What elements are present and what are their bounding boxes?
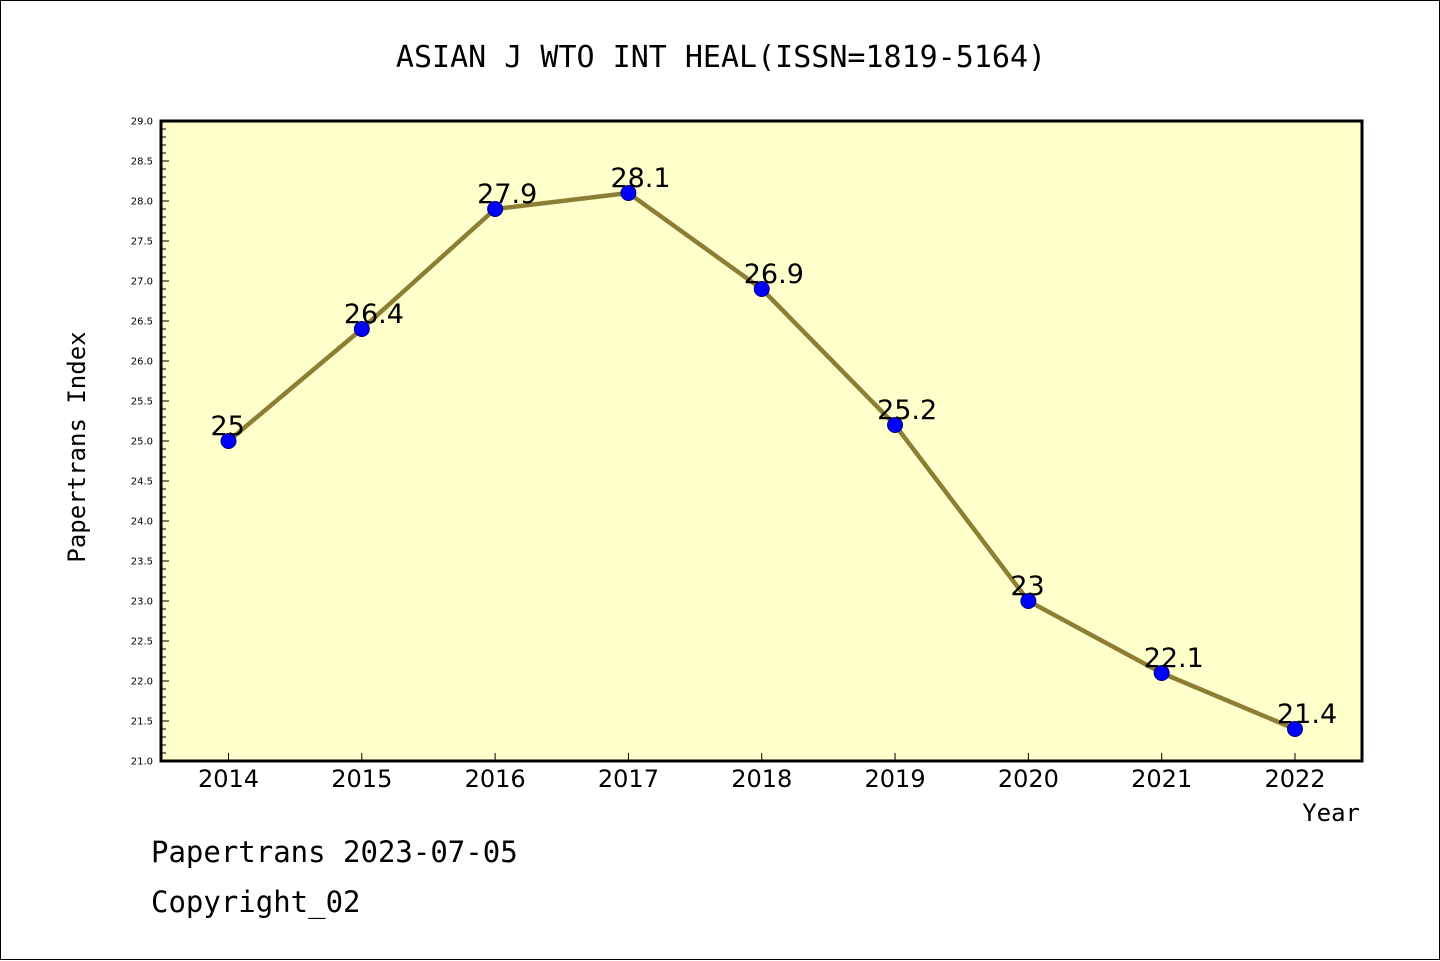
y-tick-label: 26.5 xyxy=(131,317,153,328)
y-tick-label: 29.0 xyxy=(131,117,153,128)
y-tick-label: 28.5 xyxy=(131,157,153,168)
x-tick-label: 2021 xyxy=(1131,765,1192,793)
footer-copyright: Copyright_02 xyxy=(151,885,361,919)
data-point xyxy=(1287,721,1303,737)
data-point xyxy=(753,281,770,297)
footer-date: Papertrans 2023-07-05 xyxy=(151,835,518,869)
x-tick-label: 2017 xyxy=(598,765,659,793)
y-tick-label: 22.5 xyxy=(131,637,153,648)
series-layer: 25 26.4 27.9 28.1 26.9 25.2 23 22.1 21.4 xyxy=(211,163,1337,737)
y-tick-label: 27.5 xyxy=(131,237,153,248)
data-label: 22.1 xyxy=(1144,643,1204,674)
x-tick-label: 2016 xyxy=(465,765,526,793)
x-tick-label: 2022 xyxy=(1264,765,1325,793)
data-point xyxy=(1153,665,1170,681)
x-axis: 2014 2015 2016 2017 2018 2019 2020 2021 2022 xyxy=(198,753,1326,793)
y-tick-label: 24.5 xyxy=(131,477,153,488)
data-point xyxy=(487,201,504,217)
y-axis: 21.0 21.5 22.0 22.5 23.0 23.5 24.0 24.5 25.0 25.5… xyxy=(131,117,169,768)
y-tick-label: 22.0 xyxy=(131,677,153,688)
chart-title: ASIAN J WTO INT HEAL(ISSN=1819-5164) xyxy=(396,40,1046,75)
y-tick-label: 26.0 xyxy=(131,357,153,368)
data-label: 26.9 xyxy=(744,259,804,290)
y-axis-label: Papertrans Index xyxy=(63,331,91,562)
data-label: 23 xyxy=(1010,571,1044,602)
x-tick-label: 2019 xyxy=(865,765,926,793)
x-tick-label: 2014 xyxy=(198,765,259,793)
y-tick-label: 23.5 xyxy=(131,557,153,568)
y-tick-label: 27.0 xyxy=(131,277,153,288)
y-tick-label: 25.0 xyxy=(131,437,153,448)
x-tick-label: 2015 xyxy=(331,765,392,793)
data-point xyxy=(220,433,237,449)
y-tick-label: 24.0 xyxy=(131,517,153,528)
data-point xyxy=(353,321,370,337)
data-label: 21.4 xyxy=(1277,699,1337,730)
data-label: 26.4 xyxy=(344,299,404,330)
y-tick-label: 21.5 xyxy=(131,717,153,728)
data-point xyxy=(1020,593,1037,609)
plot-area xyxy=(159,119,1364,763)
data-label: 25.2 xyxy=(877,395,937,426)
data-point xyxy=(887,417,904,433)
y-tick-label: 28.0 xyxy=(131,197,153,208)
data-label: 25 xyxy=(211,411,245,442)
y-tick-label: 23.0 xyxy=(131,597,153,608)
x-axis-label: Year xyxy=(1302,799,1360,827)
y-tick-label: 25.5 xyxy=(131,397,153,408)
data-label: 27.9 xyxy=(477,179,537,210)
data-label: 28.1 xyxy=(610,163,670,194)
x-tick-label: 2018 xyxy=(731,765,792,793)
y-tick-label: 21.0 xyxy=(131,757,153,768)
x-tick-label: 2020 xyxy=(998,765,1059,793)
data-point xyxy=(620,185,637,201)
